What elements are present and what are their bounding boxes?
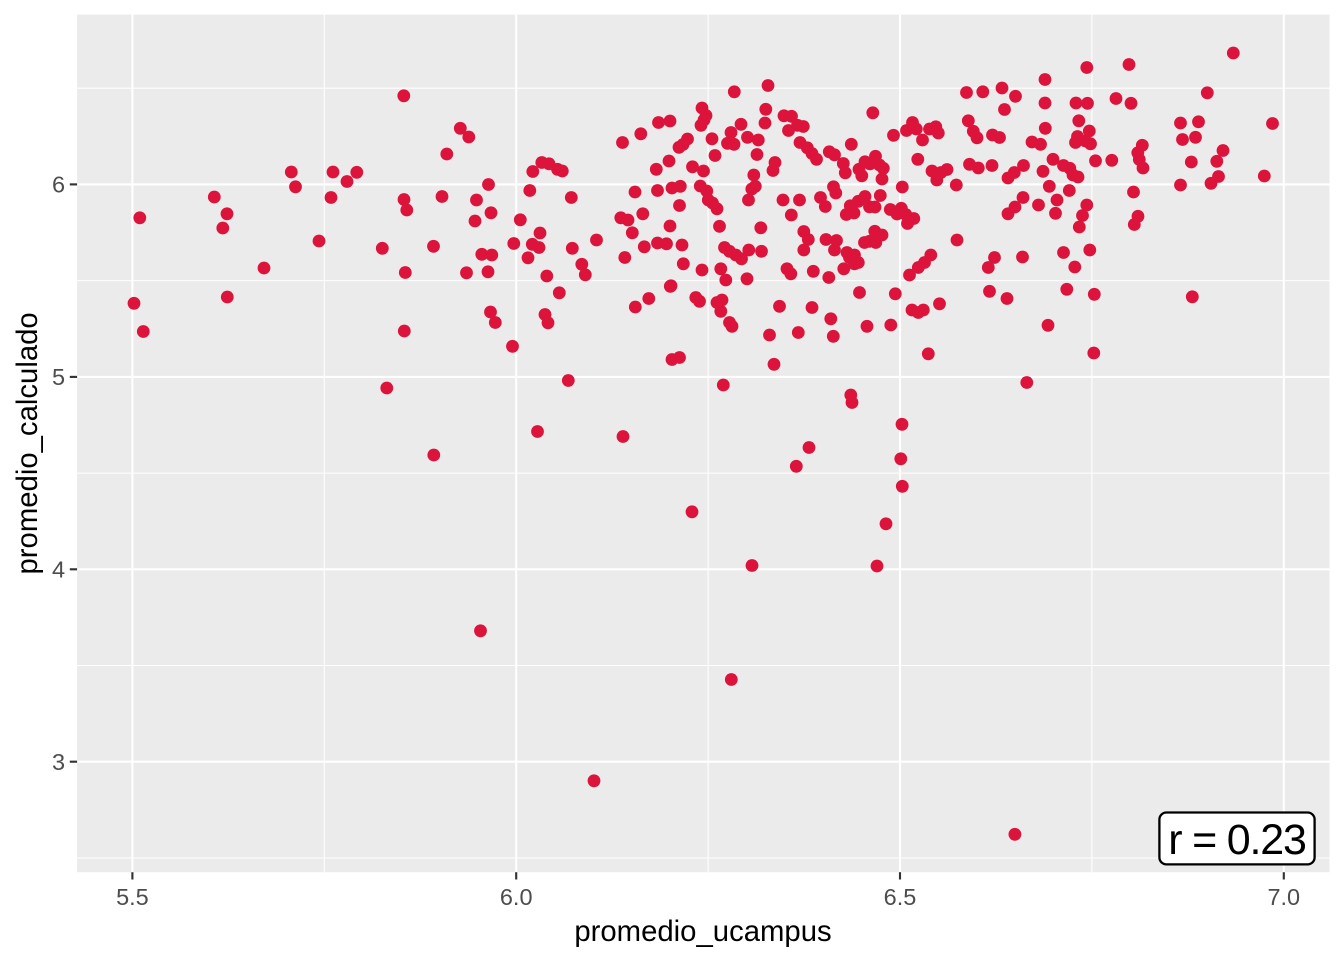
- svg-text:4: 4: [52, 557, 65, 583]
- svg-text:6.0: 6.0: [500, 884, 533, 910]
- svg-text:3: 3: [52, 749, 65, 775]
- svg-text:7.0: 7.0: [1267, 884, 1300, 910]
- svg-text:5: 5: [52, 364, 65, 390]
- svg-text:6: 6: [52, 172, 65, 198]
- svg-text:6.5: 6.5: [884, 884, 917, 910]
- svg-text:promedio_ucampus: promedio_ucampus: [574, 915, 831, 948]
- svg-text:r = 0.23: r = 0.23: [1168, 816, 1306, 864]
- svg-text:promedio_calculado: promedio_calculado: [11, 312, 44, 574]
- svg-text:5.5: 5.5: [116, 884, 149, 910]
